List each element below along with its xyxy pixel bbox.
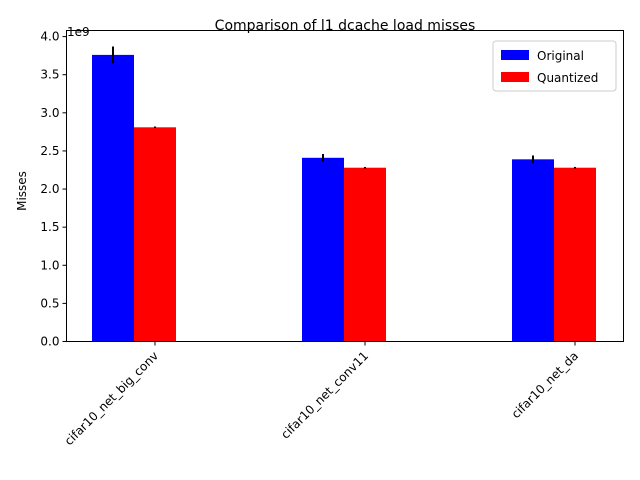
y-tick-label: 2.5 — [40, 144, 59, 158]
bar-quantized-2 — [554, 167, 596, 342]
y-tick-label: 2.0 — [40, 182, 59, 196]
y-axis-ticks: 0.0 0.5 1.0 1.5 2.0 2.5 3.0 3.5 4.0 — [40, 30, 67, 349]
x-tick-label: cifar10_net_big_conv — [62, 349, 161, 448]
legend-swatch-quantized — [501, 72, 529, 82]
legend-label-original: Original — [537, 49, 584, 63]
bar-original-2 — [512, 159, 554, 342]
legend: Original Quantized — [492, 40, 617, 92]
error-bars — [112, 46, 576, 169]
y-offset-label: 1e9 — [67, 25, 90, 39]
chart-title: Comparison of l1 dcache load misses — [215, 18, 476, 34]
legend-label-quantized: Quantized — [537, 71, 598, 85]
y-tick-label: 0.5 — [40, 296, 59, 310]
bar-quantized-1 — [344, 167, 386, 342]
y-tick-label: 0.0 — [40, 335, 59, 349]
bar-quantized-0 — [134, 127, 176, 342]
y-tick-label: 1.0 — [40, 258, 59, 272]
legend-swatch-original — [501, 50, 529, 60]
y-axis-label: Misses — [15, 171, 29, 211]
bar-original-1 — [302, 157, 344, 342]
y-tick-label: 1.5 — [40, 220, 59, 234]
x-axis-ticks: cifar10_net_big_conv cifar10_net_conv11 ci… — [62, 341, 581, 448]
plot-frame — [66, 30, 624, 342]
bars — [92, 54, 596, 342]
y-tick-label: 4.0 — [40, 30, 59, 44]
y-tick-label: 3.0 — [40, 106, 59, 120]
bar-original-0 — [92, 54, 134, 342]
x-tick-label: cifar10_net_da — [509, 349, 581, 421]
y-tick-label: 3.5 — [40, 68, 59, 82]
x-tick-label: cifar10_net_conv11 — [278, 349, 371, 442]
